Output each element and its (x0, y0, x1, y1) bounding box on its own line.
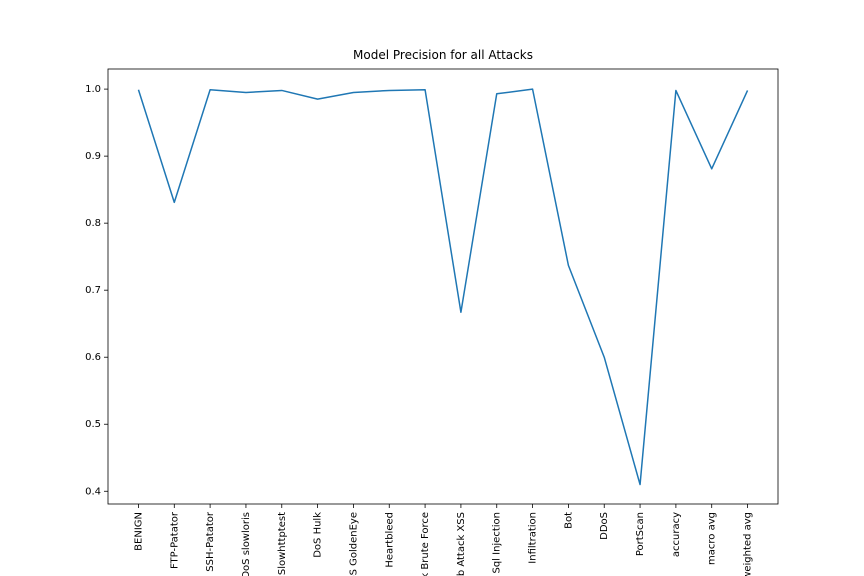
x-tick-label: weighted avg (743, 512, 754, 576)
x-tick-label: BENIGN (133, 512, 144, 551)
x-tick-label: PortScan (635, 512, 646, 556)
x-tick-label: SSH-Patator (205, 511, 216, 572)
x-tick-label: macro avg (707, 512, 718, 565)
x-tick-label: DoS slowloris (241, 512, 252, 576)
x-tick-label: Infiltration (528, 512, 539, 564)
y-tick-label: 0.9 (85, 151, 101, 162)
x-tick-label: Bot (563, 512, 574, 529)
x-tick-label: Sql Injection (492, 512, 503, 574)
x-tick-label: DoS GoldenEye (348, 512, 359, 576)
chart-title: Model Precision for all Attacks (353, 48, 533, 62)
x-tick-label: Heartbleed (384, 512, 395, 568)
line (137, 88, 749, 486)
y-tick-label: 0.8 (85, 218, 101, 229)
y-tick-label: 0.4 (85, 486, 101, 497)
x-tick-label: accuracy (671, 512, 682, 557)
y-tick-label: 0.7 (85, 285, 101, 296)
y-tick-label: 0.6 (85, 352, 101, 363)
x-tick-label: Web Attack XSS (456, 512, 467, 576)
x-tick-label: Web Attack Brute Force (420, 512, 431, 576)
y-tick-label: 0.5 (85, 419, 101, 430)
y-tick-label: 1.0 (85, 84, 101, 95)
x-tick-label: DDoS (599, 512, 610, 540)
axes-frame (107, 68, 779, 505)
x-tick-label: DoS Slowhttptest (277, 512, 288, 576)
x-tick-label: FTP-Patator (169, 511, 180, 569)
x-tick-label: DoS Hulk (313, 512, 324, 558)
